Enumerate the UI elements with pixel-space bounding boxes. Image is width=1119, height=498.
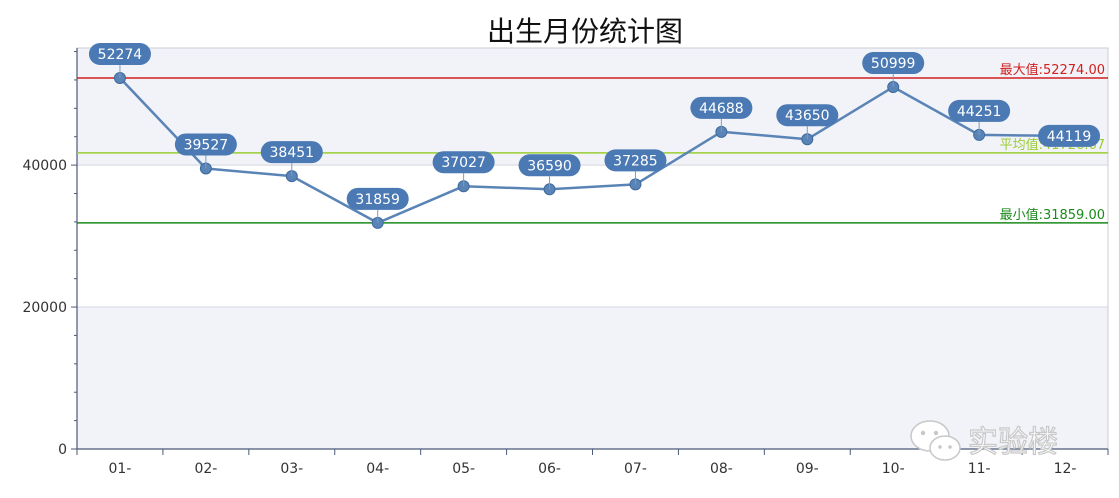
data-label-value: 52274: [98, 47, 143, 63]
reference-lines: 最大值:52274.00平均值:41726.67最小值:31859.00: [77, 62, 1108, 224]
data-label-bubble: [260, 141, 323, 164]
data-label-value: 50999: [871, 56, 916, 72]
data-label-bubble: [690, 96, 753, 119]
x-tick-label: 07-: [624, 461, 647, 477]
data-label: 44119: [1038, 124, 1101, 147]
bubble-eye: [920, 430, 926, 436]
data-label-bubble: [862, 52, 925, 75]
data-label: 37027: [432, 151, 495, 187]
x-tick-label: 01-: [109, 461, 132, 477]
plot-background: [76, 47, 1109, 450]
x-tick-label: 04-: [366, 461, 389, 477]
watermark: 实验楼: [910, 420, 1059, 461]
data-label-bubble: [432, 151, 495, 174]
x-tick-label: 11-: [968, 461, 991, 477]
data-label-value: 37285: [613, 153, 658, 169]
data-label-value: 38451: [270, 145, 315, 161]
x-tick-label: 10-: [882, 461, 905, 477]
data-label-bubble: [346, 187, 409, 210]
series-path: [119, 77, 1066, 225]
chart-title: 出生月份统计图: [487, 15, 683, 48]
bubble-eye: [948, 445, 952, 449]
bubble-eye: [938, 445, 942, 449]
x-tick-label: 03-: [280, 461, 303, 477]
data-label-bubble: [518, 154, 581, 177]
data-label: 44688: [690, 96, 753, 132]
data-label-bubble: [604, 149, 667, 172]
y-tick-label: 20000: [22, 300, 67, 316]
data-label-value: 44251: [957, 104, 1002, 120]
data-label: 44251: [948, 99, 1011, 135]
data-label-bubble: [1038, 124, 1101, 147]
data-label-value: 44688: [699, 101, 744, 117]
x-tick-label: 08-: [710, 461, 733, 477]
reference-line-label: 最小值:31859.00: [1000, 207, 1105, 223]
data-label-value: 37027: [441, 155, 486, 171]
y-tick-label: 40000: [22, 158, 67, 174]
axes: 0 20000 40000 01- 02- 03- 04- 05- 06- 07- 08- 09- 10…: [22, 48, 1109, 477]
data-label-bubble: [88, 42, 151, 65]
data-label-value: 36590: [527, 158, 572, 174]
plot-band: [77, 307, 1108, 449]
x-tick-label: 09-: [796, 461, 819, 477]
data-label: 31859: [346, 187, 409, 223]
data-label: 50999: [862, 52, 925, 88]
plot-band: [77, 48, 1108, 166]
x-tick-label: 12-: [1054, 461, 1077, 477]
data-label: 37285: [604, 149, 667, 185]
x-tick-label: 05-: [452, 461, 475, 477]
data-label-bubble: [948, 99, 1011, 122]
data-label: 43650: [776, 104, 839, 140]
data-label-value: 31859: [355, 192, 400, 208]
data-label-bubble: [174, 133, 237, 156]
data-label-value: 39527: [184, 137, 229, 153]
bubble-eye: [933, 430, 939, 436]
x-tick-label: 06-: [538, 461, 561, 477]
data-label: 52274: [88, 42, 151, 78]
data-label-value: 44119: [1047, 129, 1092, 145]
x-tick-label: 02-: [194, 461, 217, 477]
bubble-small: [929, 435, 961, 461]
data-label: 38451: [260, 141, 323, 177]
data-label-value: 43650: [785, 108, 830, 124]
chat-bubbles-icon: [910, 420, 961, 461]
data-label-bubble: [776, 104, 839, 127]
grid-lines: [77, 164, 1108, 308]
data-label: 36590: [518, 154, 581, 190]
y-tick-label: 0: [58, 442, 67, 458]
data-label: 39527: [174, 133, 237, 169]
data-labels: 52274 39527 38451 31859 37027 36590 37285 44688…: [88, 42, 1101, 223]
reference-line-label: 最大值:52274.00: [1000, 62, 1105, 78]
watermark-text: 实验楼: [968, 425, 1058, 460]
